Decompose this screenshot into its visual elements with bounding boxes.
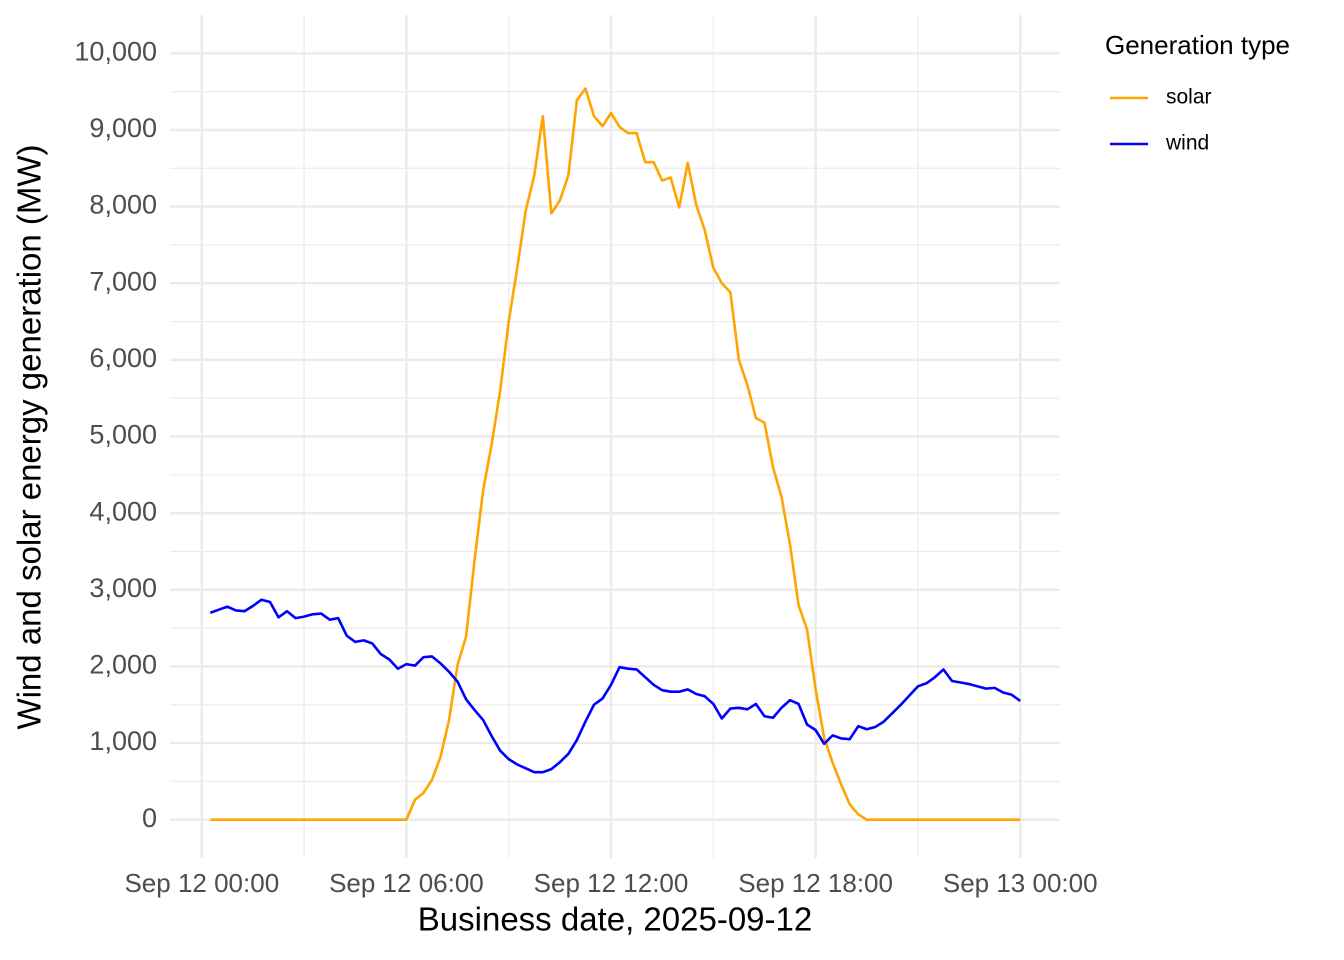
y-tick-label: 8,000 <box>89 190 157 220</box>
lines <box>209 87 1021 821</box>
x-tick-label: Sep 12 12:00 <box>534 868 689 898</box>
series-line <box>209 598 1021 774</box>
x-tick-label: Sep 12 18:00 <box>738 868 893 898</box>
y-tick-label: 3,000 <box>89 573 157 603</box>
x-tick-label: Sep 12 00:00 <box>124 868 279 898</box>
y-tick-label: 4,000 <box>89 496 157 526</box>
y-axis-title: Wind and solar energy generation (MW) <box>11 144 48 729</box>
legend: Generation type solar wind <box>1105 30 1290 155</box>
y-tick-label: 5,000 <box>89 420 157 450</box>
grid <box>170 15 1060 858</box>
x-tick-label: Sep 13 00:00 <box>943 868 1098 898</box>
x-axis-title: Business date, 2025-09-12 <box>418 901 812 938</box>
y-tick-label: 9,000 <box>89 113 157 143</box>
y-tick-label: 10,000 <box>74 36 157 66</box>
y-tick-label: 1,000 <box>89 726 157 756</box>
y-tick-label: 6,000 <box>89 343 157 373</box>
labels: 0 1,000 2,000 3,000 4,000 5,000 6,000 7,000 8,00… <box>74 36 1097 897</box>
series-line <box>210 87 1021 821</box>
legend-title: Generation type <box>1105 30 1290 60</box>
legend-label: wind <box>1165 132 1209 155</box>
y-tick-label: 2,000 <box>89 650 157 680</box>
legend-label: solar <box>1166 86 1212 109</box>
y-tick-label: 7,000 <box>89 266 157 296</box>
x-tick-label: Sep 12 06:00 <box>329 868 484 898</box>
y-tick-label: 0 <box>142 803 157 833</box>
